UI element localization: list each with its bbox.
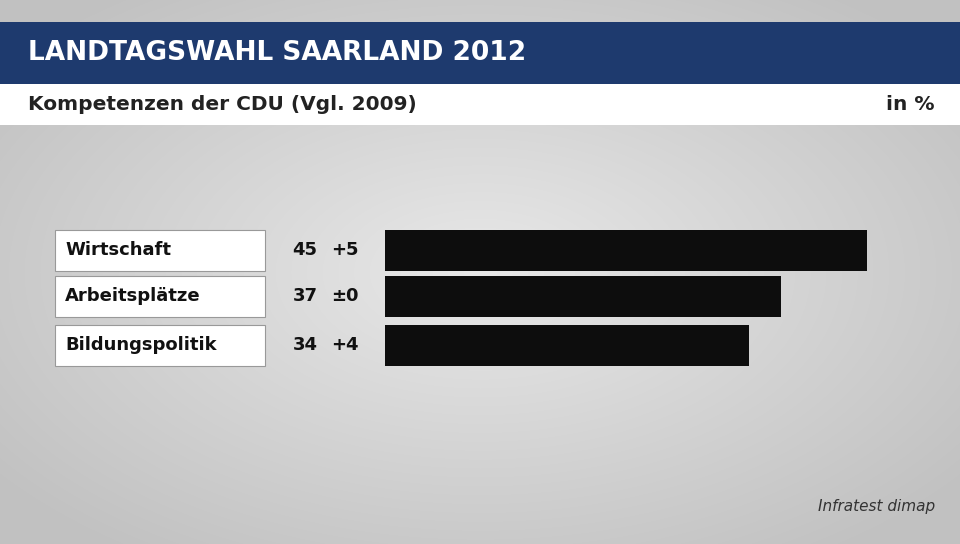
Bar [0,84,960,125]
Text: 34: 34 [293,336,318,355]
Text: Arbeitsplätze: Arbeitsplätze [65,287,201,306]
Text: Infratest dimap: Infratest dimap [818,498,935,514]
Bar [385,230,867,270]
Text: +5: +5 [331,241,359,259]
Bar [0,22,960,84]
Text: LANDTAGSWAHL SAARLAND 2012: LANDTAGSWAHL SAARLAND 2012 [28,40,526,66]
Text: 37: 37 [293,287,318,306]
Text: +4: +4 [331,336,359,355]
Text: 45: 45 [293,241,318,259]
Text: Bildungspolitik: Bildungspolitik [65,336,217,355]
Text: ±0: ±0 [331,287,359,306]
Text: Kompetenzen der CDU (Vgl. 2009): Kompetenzen der CDU (Vgl. 2009) [28,95,417,114]
Bar [55,325,265,366]
Text: in %: in % [886,95,935,114]
Text: Wirtschaft: Wirtschaft [65,241,171,259]
Bar [385,276,780,317]
Bar [385,325,749,366]
Bar [55,230,265,270]
Bar [55,276,265,317]
